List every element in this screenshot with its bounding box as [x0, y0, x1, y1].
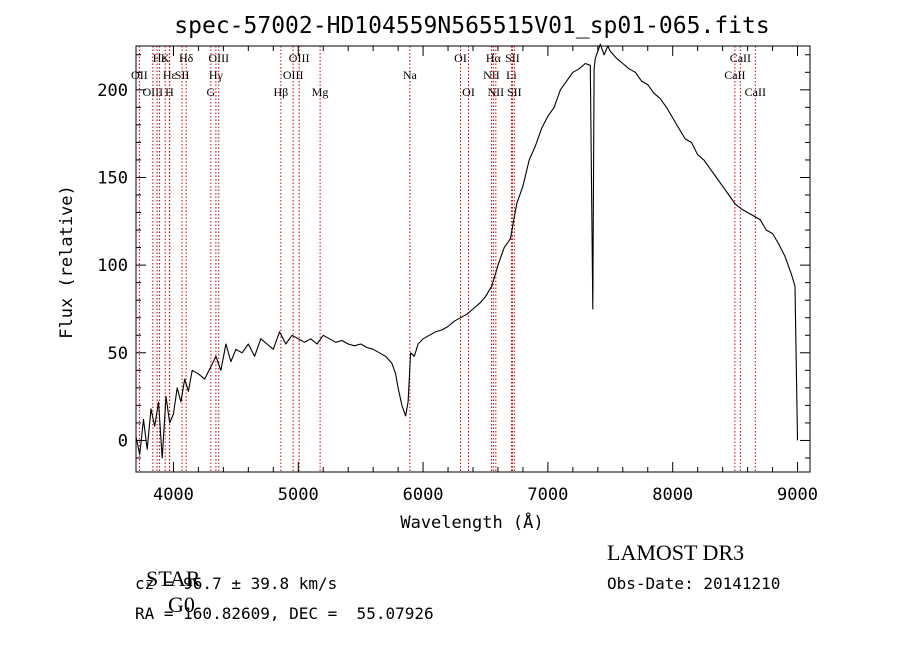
coordinates-text: RA = 160.82609, DEC = 55.07926: [135, 604, 434, 623]
object-class: STAR G0: [135, 540, 200, 618]
plot-frame: [135, 45, 811, 473]
x-tick-label: 6000: [403, 485, 444, 505]
marker-label-23: SII: [505, 51, 520, 65]
marker-label-15: Mg: [312, 85, 329, 99]
marker-label-12: Hβ: [274, 85, 289, 99]
marker-label-25: CaII: [724, 68, 745, 82]
marker-label-13: OIII: [283, 68, 304, 82]
survey-name: LAMOST DR3: [607, 540, 745, 565]
x-tick-label: 4000: [153, 485, 194, 505]
y-tick-label: 100: [97, 256, 128, 276]
marker-label-3: Hε: [153, 51, 167, 65]
spectrum-line-0: [135, 43, 799, 459]
y-axis: 0 50 100 150 200: [97, 54, 810, 459]
chart-title: spec-57002-HD104559N565515V01_sp01-065.f…: [174, 13, 769, 39]
spectrum-series: [135, 43, 799, 459]
obs-date-text: Obs-Date: 20141210: [607, 574, 781, 593]
marker-label-18: OI: [462, 85, 475, 99]
marker-label-4: K: [161, 51, 170, 65]
marker-label-26: CaII: [730, 51, 751, 65]
marker-label-27: CaII: [745, 85, 766, 99]
marker-label-9: G: [207, 85, 216, 99]
y-tick-label: 50: [108, 344, 128, 364]
y-tick-label: 200: [97, 81, 128, 101]
marker-label-7: SII: [175, 68, 190, 82]
x-tick-label: 5000: [278, 485, 319, 505]
x-tick-label: 8000: [652, 485, 693, 505]
x-axis: 4000 5000 6000 7000 8000 9000: [153, 46, 818, 505]
marker-label-19: NII: [483, 68, 500, 82]
spectral-line-markers: OIIOIIIHεKHεHSIIHδGHγOIIIHβOIIIOIIIMgNaO…: [131, 46, 766, 472]
marker-label-17: OI: [454, 51, 467, 65]
y-axis-label: Flux (relative): [57, 185, 77, 339]
marker-label-10: Hγ: [209, 68, 224, 82]
marker-label-21: NII: [488, 85, 505, 99]
marker-label-22: Li: [506, 68, 517, 82]
class-label: STAR: [146, 566, 201, 591]
marker-label-11: OIII: [208, 51, 229, 65]
marker-label-8: Hδ: [179, 51, 194, 65]
marker-label-20: Hα: [486, 51, 502, 65]
subclass-label: G0: [168, 592, 195, 617]
y-tick-label: 150: [97, 168, 128, 188]
marker-label-24: SII: [507, 85, 522, 99]
marker-label-0: OII: [131, 68, 148, 82]
x-tick-label: 7000: [527, 485, 568, 505]
marker-label-14: OIII: [289, 51, 310, 65]
x-tick-label: 9000: [777, 485, 818, 505]
marker-label-1: OIII: [143, 85, 164, 99]
marker-label-16: Na: [403, 68, 418, 82]
redshift-text: cz = 96.7 ± 39.8 km/s: [135, 574, 338, 593]
marker-label-6: H: [165, 85, 174, 99]
x-axis-label: Wavelength (Å): [400, 511, 543, 533]
y-tick-label: 0: [118, 431, 128, 451]
